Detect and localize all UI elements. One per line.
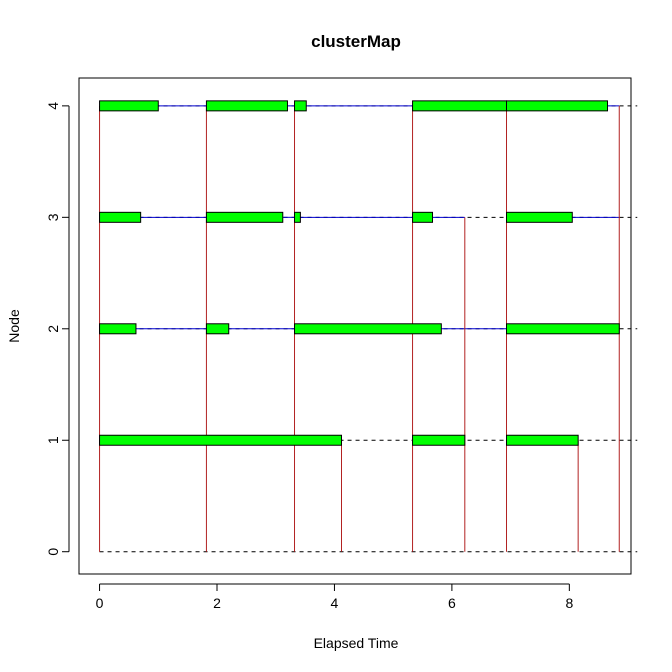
- y-tick-label-3: 3: [45, 213, 61, 221]
- busy-bar-node3-4: [506, 211, 573, 223]
- busy-bar-node2-3: [506, 323, 620, 335]
- x-tick-label-0: 0: [96, 595, 104, 611]
- y-axis-label: Node: [6, 309, 22, 343]
- x-tick-label-2: 2: [213, 595, 221, 611]
- busy-bar-node4-0: [99, 100, 159, 112]
- busy-bar-node3-1: [205, 211, 284, 223]
- x-tick-label-8: 8: [565, 595, 573, 611]
- busy-bar-node4-1: [205, 100, 288, 112]
- x-axis: 0 2 4 6 8: [96, 583, 573, 611]
- y-tick-label-4: 4: [45, 102, 61, 110]
- busy-bar-node2-2: [294, 323, 442, 335]
- y-axis: 0 1 2 3 4: [45, 102, 70, 556]
- y-tick-label-1: 1: [45, 436, 61, 444]
- plot-frame: [78, 77, 632, 575]
- busy-bar-node2-1: [205, 323, 230, 335]
- busy-bar-node2-0: [99, 323, 137, 335]
- y-tick-label-2: 2: [45, 325, 61, 333]
- x-axis-label: Elapsed Time: [314, 635, 399, 651]
- busy-bars: [99, 100, 620, 446]
- y-tick-label-0: 0: [45, 548, 61, 556]
- x-tick-label-4: 4: [331, 595, 339, 611]
- busy-bar-node3-0: [99, 211, 142, 223]
- chart-title: clusterMap: [311, 32, 401, 51]
- busy-bar-node1-1: [412, 434, 466, 446]
- busy-bar-node3-3: [412, 211, 434, 223]
- busy-bar-node4-3: [412, 100, 508, 112]
- busy-bar-node1-2: [506, 434, 579, 446]
- busy-bar-node1-0: [99, 434, 342, 446]
- busy-bar-node4-2: [294, 100, 307, 112]
- busy-bar-node3-2: [294, 211, 301, 223]
- x-tick-label-6: 6: [448, 595, 456, 611]
- idle-lines: [135, 105, 620, 330]
- busy-bar-node4-4: [506, 100, 609, 112]
